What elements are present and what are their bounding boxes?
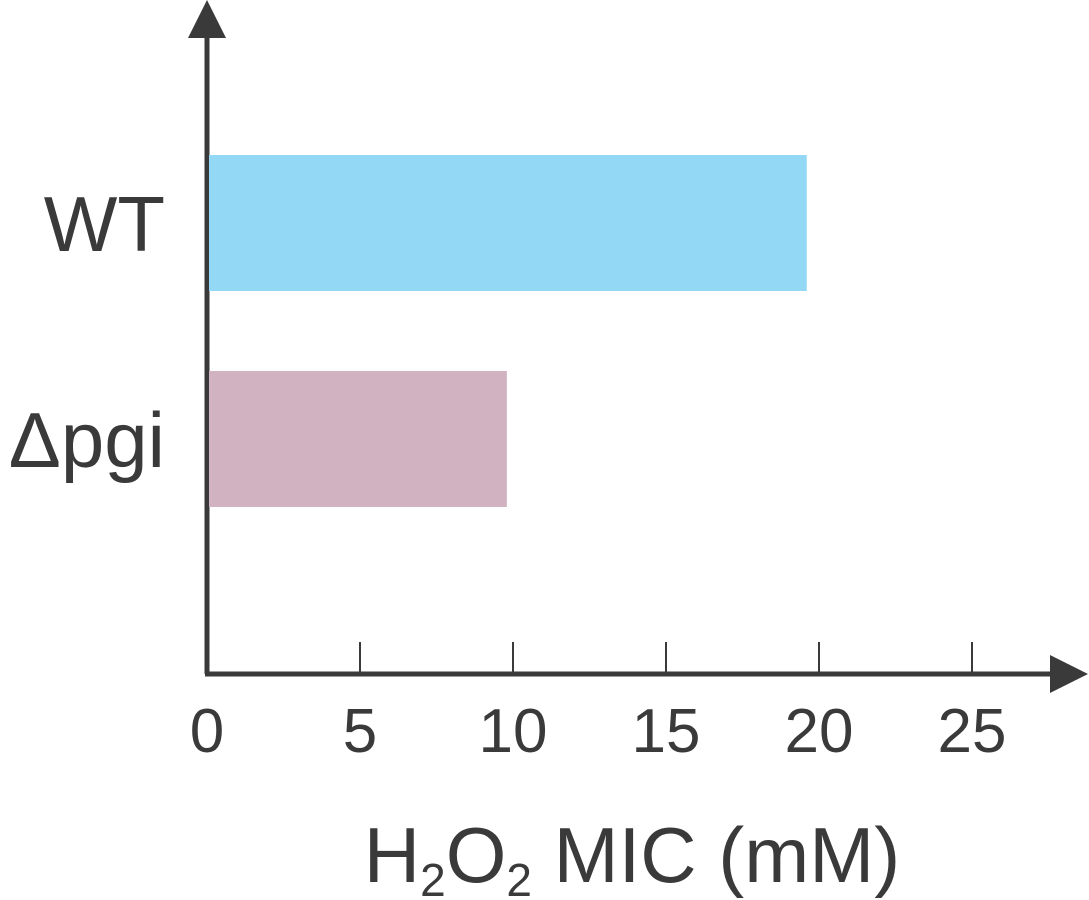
x-tick-label-25: 25	[938, 697, 1007, 766]
x-tick-labels-group: 0 5 10 15 20 25	[190, 697, 1007, 766]
x-ticks-group	[359, 642, 973, 674]
x-tick-label-15: 15	[632, 697, 701, 766]
category-labels-group: WT Δpgi	[9, 180, 165, 484]
x-axis-title-suffix: MIC (mM)	[532, 811, 900, 899]
x-axis-title-sub2: 2	[506, 854, 532, 900]
x-axis-title: H2O2 MIC (mM)	[364, 811, 900, 900]
y-axis-arrow-icon	[188, 0, 226, 38]
x-tick-label-0: 0	[190, 697, 224, 766]
x-axis-title-prefix: H	[364, 811, 420, 899]
bar-wt	[209, 155, 807, 291]
x-tick-label-10: 10	[479, 697, 548, 766]
bar-pgi	[209, 371, 507, 507]
x-tick-label-20: 20	[785, 697, 854, 766]
x-axis-arrow-icon	[1050, 655, 1088, 693]
category-label-wt: WT	[44, 180, 165, 268]
x-axis-title-mid: O	[446, 811, 507, 899]
bars-group	[209, 155, 807, 507]
x-tick-label-5: 5	[343, 697, 377, 766]
x-axis-title-sub1: 2	[420, 854, 446, 900]
category-label-pgi: Δpgi	[9, 396, 165, 484]
